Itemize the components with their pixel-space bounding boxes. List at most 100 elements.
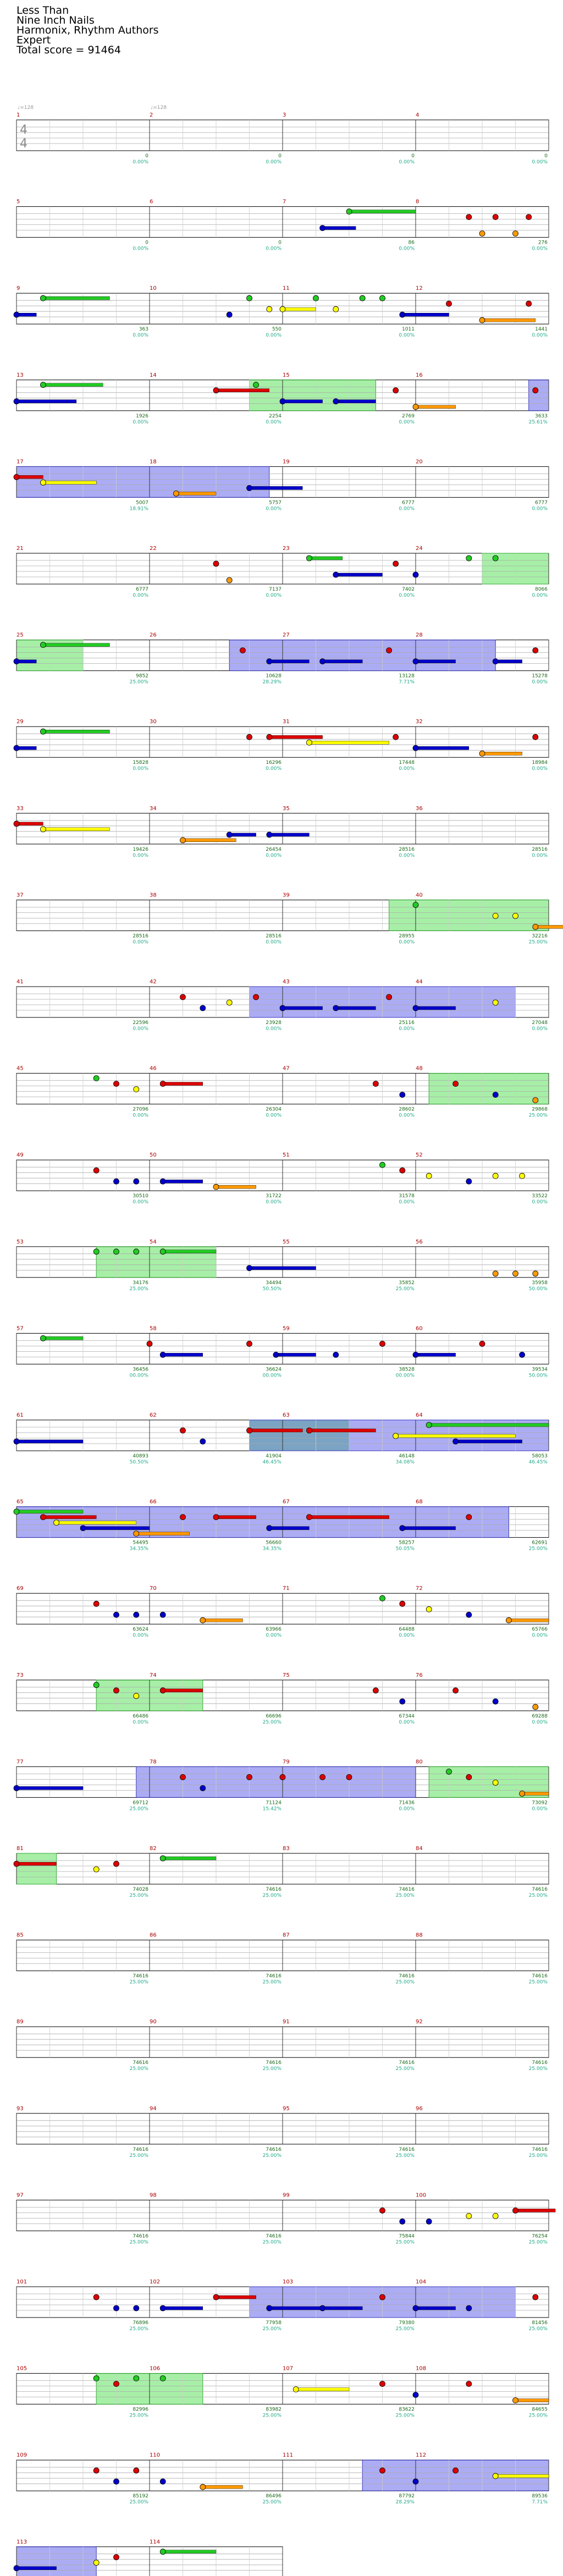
note-gem bbox=[466, 1611, 472, 1618]
measure-score: 87792 bbox=[399, 2494, 415, 2499]
measure-score: 74616 bbox=[399, 1887, 415, 1892]
measure-number: 14 bbox=[150, 372, 157, 378]
measure-number: 86 bbox=[150, 1933, 157, 1939]
measure-score: 74616 bbox=[266, 2060, 282, 2066]
sustain-trail bbox=[43, 1336, 84, 1340]
measure-number: 1 bbox=[16, 112, 20, 118]
note-gem bbox=[466, 2305, 472, 2311]
measure-score: 74616 bbox=[532, 2060, 548, 2066]
measure-percent: 25.00% bbox=[263, 2326, 282, 2332]
note-gem bbox=[133, 1611, 140, 1618]
measure-percent: 0.00% bbox=[399, 1633, 415, 1638]
measure-score: 67344 bbox=[399, 1714, 415, 1719]
measure-score: 28955 bbox=[399, 933, 415, 939]
note-gem bbox=[13, 1438, 20, 1445]
measure-percent: 25.00% bbox=[263, 2500, 282, 2505]
sustain-trail bbox=[16, 1862, 57, 1866]
note-gem bbox=[519, 1790, 525, 1797]
note-gem bbox=[246, 1340, 252, 1347]
measure-percent: 25.00% bbox=[396, 2413, 415, 2419]
measure-number: 53 bbox=[16, 1239, 24, 1245]
measure-score: 46148 bbox=[399, 1454, 415, 1459]
measure-number: 10 bbox=[150, 285, 157, 291]
note-gem bbox=[93, 1682, 100, 1688]
measure-number: 105 bbox=[16, 2366, 27, 2372]
sustain-trail bbox=[163, 2306, 203, 2310]
measure-number: 21 bbox=[16, 546, 24, 552]
measure-number: 8 bbox=[416, 199, 419, 205]
note-gem bbox=[226, 999, 233, 1006]
note-gem bbox=[180, 994, 186, 1000]
note-gem bbox=[333, 306, 339, 312]
measure-percent: 0.00% bbox=[266, 159, 282, 165]
measure-score: 7402 bbox=[402, 587, 415, 592]
measure-percent: 0.00% bbox=[399, 333, 415, 338]
measure-number: 16 bbox=[416, 372, 423, 378]
sustain-trail bbox=[282, 1006, 323, 1010]
measure-score: 276 bbox=[538, 240, 548, 246]
measure-number: 3 bbox=[283, 112, 286, 118]
measure-percent: 0.00% bbox=[133, 1633, 148, 1638]
note-gem bbox=[213, 387, 219, 394]
measure-percent: 50.00% bbox=[529, 1373, 548, 1378]
note-gem bbox=[333, 1351, 339, 1358]
sustain-trail bbox=[16, 746, 37, 750]
note-gem bbox=[512, 1270, 518, 1277]
note-gem bbox=[492, 2212, 499, 2219]
note-gem bbox=[246, 485, 252, 491]
note-gem bbox=[146, 1340, 153, 1347]
measure-score: 26304 bbox=[266, 1107, 282, 1113]
measure-percent: 00.00% bbox=[396, 1373, 415, 1378]
sustain-trail bbox=[216, 1185, 256, 1189]
note-gem bbox=[213, 2294, 219, 2300]
note-gem bbox=[492, 1173, 499, 1179]
measure-score: 58257 bbox=[399, 1540, 415, 1546]
sustain-trail bbox=[282, 399, 323, 403]
measure-number: 63 bbox=[283, 1412, 290, 1418]
measure-number: 99 bbox=[283, 2192, 290, 2198]
measure-number: 35 bbox=[283, 806, 290, 812]
sustain-trail bbox=[216, 388, 270, 392]
solo-section bbox=[16, 2546, 97, 2576]
measure-number: 32 bbox=[416, 719, 423, 725]
measure-percent: 0.00% bbox=[266, 1026, 282, 1032]
note-gem bbox=[452, 1081, 459, 1087]
measure-number: 38 bbox=[150, 892, 157, 898]
note-gem bbox=[412, 2478, 419, 2485]
measure-score: 5007 bbox=[136, 500, 148, 505]
measure-score: 69288 bbox=[532, 1714, 548, 1719]
measure-percent: 25.00% bbox=[263, 2066, 282, 2072]
note-gem bbox=[213, 1184, 219, 1190]
measure-score: 54495 bbox=[133, 1540, 148, 1546]
measure-number: 24 bbox=[416, 546, 423, 552]
measure-percent: 0.00% bbox=[399, 1199, 415, 1205]
measure-number: 76 bbox=[416, 1672, 423, 1678]
measure-number: 51 bbox=[283, 1152, 290, 1158]
measure-number: 75 bbox=[283, 1672, 290, 1678]
measure-score: 36624 bbox=[266, 1367, 282, 1372]
measure-percent: 0.00% bbox=[532, 853, 548, 858]
note-gem bbox=[379, 295, 385, 301]
measure-percent: 25.00% bbox=[529, 2413, 548, 2419]
sustain-trail bbox=[16, 822, 43, 826]
note-gem bbox=[40, 1514, 46, 1521]
note-gem bbox=[399, 1167, 406, 1174]
measure-score: 74616 bbox=[532, 1887, 548, 1892]
measure-percent: 0.00% bbox=[133, 1720, 148, 1725]
note-gem bbox=[113, 2305, 119, 2311]
measure-number: 58 bbox=[150, 1325, 157, 1331]
note-gem bbox=[532, 647, 539, 653]
note-gem bbox=[492, 1779, 499, 1786]
note-gem bbox=[412, 1351, 419, 1358]
measure-score: 74616 bbox=[133, 2060, 148, 2066]
measure-percent: 25.00% bbox=[130, 2413, 149, 2419]
song-header: Less Than Nine Inch Nails Harmonix, Rhyt… bbox=[16, 5, 159, 56]
note-gem bbox=[226, 577, 233, 584]
measure-percent: 0.00% bbox=[532, 506, 548, 511]
note-gem bbox=[526, 214, 532, 221]
measure-number: 7 bbox=[283, 199, 286, 205]
note-gem bbox=[379, 1340, 385, 1347]
sustain-trail bbox=[509, 1618, 549, 1622]
note-gem bbox=[446, 300, 452, 307]
